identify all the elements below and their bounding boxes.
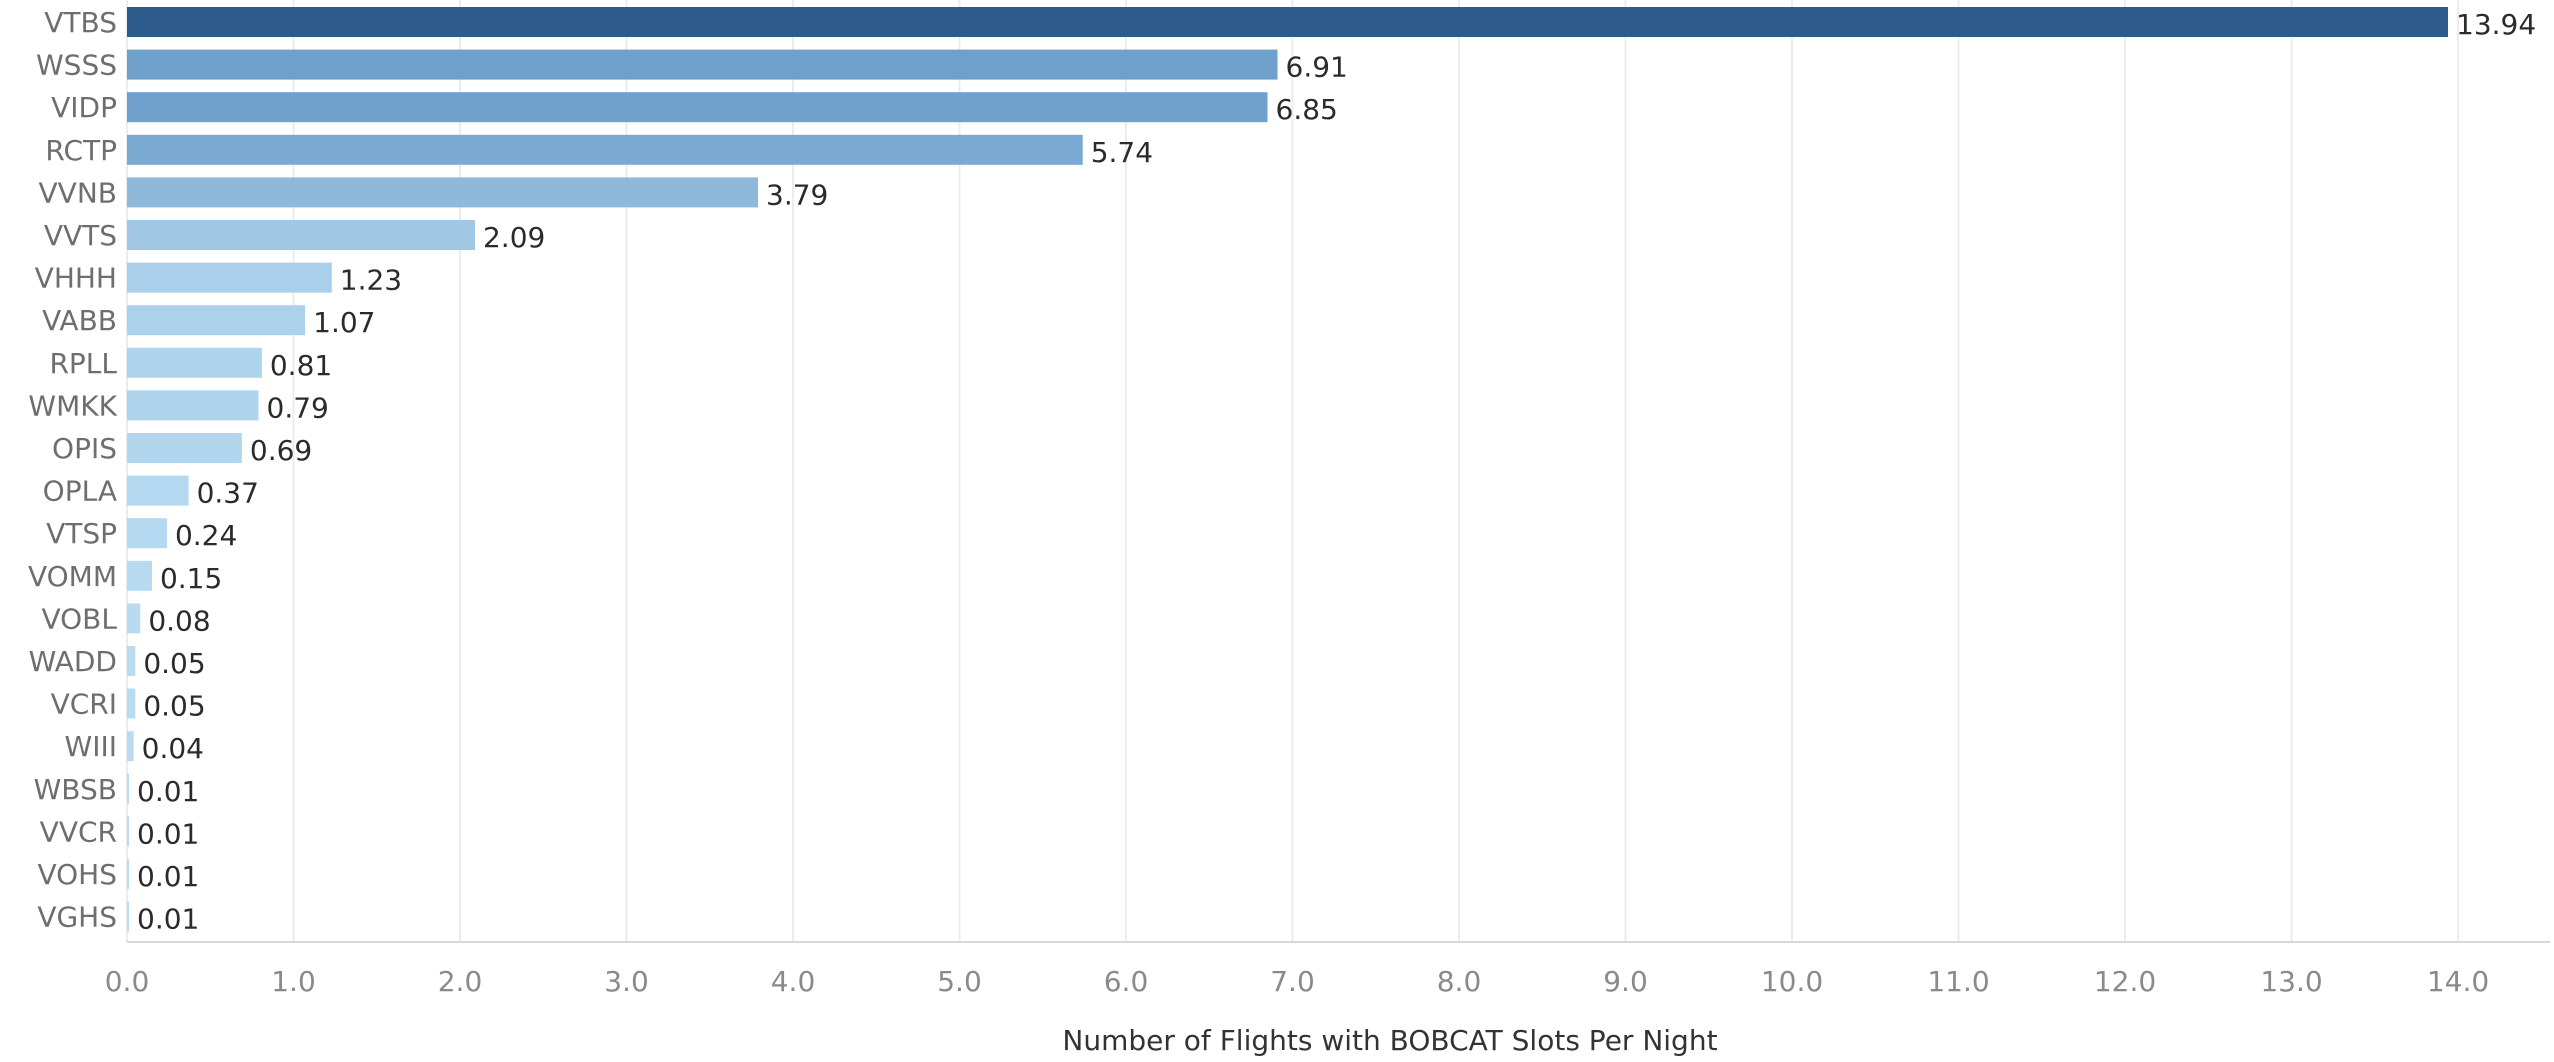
bar-vtbs[interactable]: [127, 7, 2449, 37]
bar-wsss[interactable]: [127, 49, 1278, 80]
category-label-opla: OPLA: [43, 475, 117, 508]
category-label-vtbs: VTBS: [44, 6, 117, 39]
bar-wiii[interactable]: [127, 731, 134, 762]
category-label-vghs: VGHS: [37, 901, 117, 934]
value-label-vidp: 6.85: [1276, 93, 1338, 126]
x-tick-label: 3.0: [604, 965, 649, 998]
category-label-rctp: RCTP: [45, 134, 117, 167]
category-label-vvts: VVTS: [44, 219, 117, 252]
category-label-vcri: VCRI: [51, 688, 117, 721]
bar-opis[interactable]: [127, 433, 242, 463]
bar-rctp[interactable]: [127, 134, 1083, 165]
value-label-vomm: 0.15: [160, 562, 222, 595]
x-tick-label: 9.0: [1603, 965, 1648, 998]
value-label-wiii: 0.04: [142, 732, 204, 765]
x-tick-label: 5.0: [937, 965, 982, 998]
bar-vtsp[interactable]: [127, 518, 167, 549]
x-tick-label: 8.0: [1437, 965, 1482, 998]
value-label-vohs: 0.01: [137, 860, 199, 893]
value-label-wmkk: 0.79: [267, 391, 329, 424]
bar-wadd[interactable]: [127, 646, 136, 676]
category-label-wsss: WSSS: [36, 49, 117, 82]
x-tick-label: 0.0: [105, 965, 150, 998]
bar-vohs[interactable]: [127, 859, 129, 889]
x-tick-label: 13.0: [2260, 965, 2322, 998]
category-label-vohs: VOHS: [37, 858, 117, 891]
x-tick-label: 10.0: [1761, 965, 1823, 998]
bar-vvnb[interactable]: [127, 177, 759, 208]
value-label-vobl: 0.08: [148, 604, 210, 637]
category-label-vhhh: VHHH: [35, 262, 117, 295]
value-label-wadd: 0.05: [143, 647, 205, 680]
x-tick-label: 14.0: [2427, 965, 2489, 998]
value-label-vtsp: 0.24: [175, 519, 237, 552]
value-label-vghs: 0.01: [137, 903, 199, 936]
bar-vvcr[interactable]: [127, 816, 129, 847]
x-tick-label: 1.0: [271, 965, 316, 998]
value-label-vabb: 1.07: [313, 306, 375, 339]
bar-vomm[interactable]: [127, 560, 152, 591]
value-labels: 13.94 6.91 6.85 5.74 3.79 2.09 1.23 1.07 0.81 0.7…: [137, 8, 2536, 936]
value-label-opis: 0.69: [250, 434, 312, 467]
x-tick-label: 7.0: [1270, 965, 1315, 998]
value-label-opla: 0.37: [197, 477, 259, 510]
category-label-vobl: VOBL: [41, 602, 117, 635]
category-label-vomm: VOMM: [28, 560, 117, 593]
bar-wbsb[interactable]: [127, 773, 129, 804]
bars-layer: [127, 7, 2449, 932]
bar-vidp[interactable]: [127, 92, 1268, 123]
bar-vhhh[interactable]: [127, 262, 332, 293]
x-tick-label: 11.0: [1927, 965, 1989, 998]
category-label-opis: OPIS: [52, 432, 117, 465]
category-label-wmkk: WMKK: [28, 389, 117, 422]
x-tick-label: 6.0: [1104, 965, 1149, 998]
bar-vcri[interactable]: [127, 688, 136, 719]
bar-rpll[interactable]: [127, 347, 262, 378]
value-label-wsss: 6.91: [1286, 51, 1348, 84]
bar-vabb[interactable]: [127, 305, 306, 336]
value-label-vvts: 2.09: [483, 221, 545, 254]
category-label-vtsp: VTSP: [46, 517, 117, 550]
value-label-rctp: 5.74: [1091, 136, 1153, 169]
bar-vvts[interactable]: [127, 220, 475, 250]
value-label-vtbs: 13.94: [2456, 8, 2536, 41]
value-label-vvnb: 3.79: [766, 178, 828, 211]
category-label-wiii: WIII: [65, 730, 117, 763]
value-label-vcri: 0.05: [143, 690, 205, 723]
value-label-vhhh: 1.23: [340, 264, 402, 297]
x-tick-label: 2.0: [438, 965, 483, 998]
bar-wmkk[interactable]: [127, 390, 259, 421]
category-label-vvnb: VVNB: [39, 176, 117, 209]
x-axis-title: Number of Flights with BOBCAT Slots Per …: [1062, 1024, 1717, 1057]
x-tick-label: 12.0: [2094, 965, 2156, 998]
category-labels: VTBS WSSS VIDP RCTP VVNB VVTS VHHH VABB RPLL WMKK…: [28, 6, 118, 934]
x-tick-label: 4.0: [771, 965, 816, 998]
bar-vobl[interactable]: [127, 603, 141, 634]
x-axis-ticks: 0.0 1.0 2.0 3.0 4.0 5.0 6.0 7.0 8.0 9.0 10.0 11.0 12…: [105, 965, 2489, 998]
bar-opla[interactable]: [127, 475, 189, 506]
category-label-wbsb: WBSB: [34, 773, 117, 806]
category-label-wadd: WADD: [29, 645, 117, 678]
bar-vghs[interactable]: [127, 901, 129, 932]
category-label-vabb: VABB: [42, 304, 117, 337]
value-label-rpll: 0.81: [270, 349, 332, 382]
value-label-vvcr: 0.01: [137, 817, 199, 850]
value-label-wbsb: 0.01: [137, 775, 199, 808]
category-label-vvcr: VVCR: [40, 815, 117, 848]
category-label-vidp: VIDP: [51, 91, 117, 124]
category-label-rpll: RPLL: [49, 347, 117, 380]
